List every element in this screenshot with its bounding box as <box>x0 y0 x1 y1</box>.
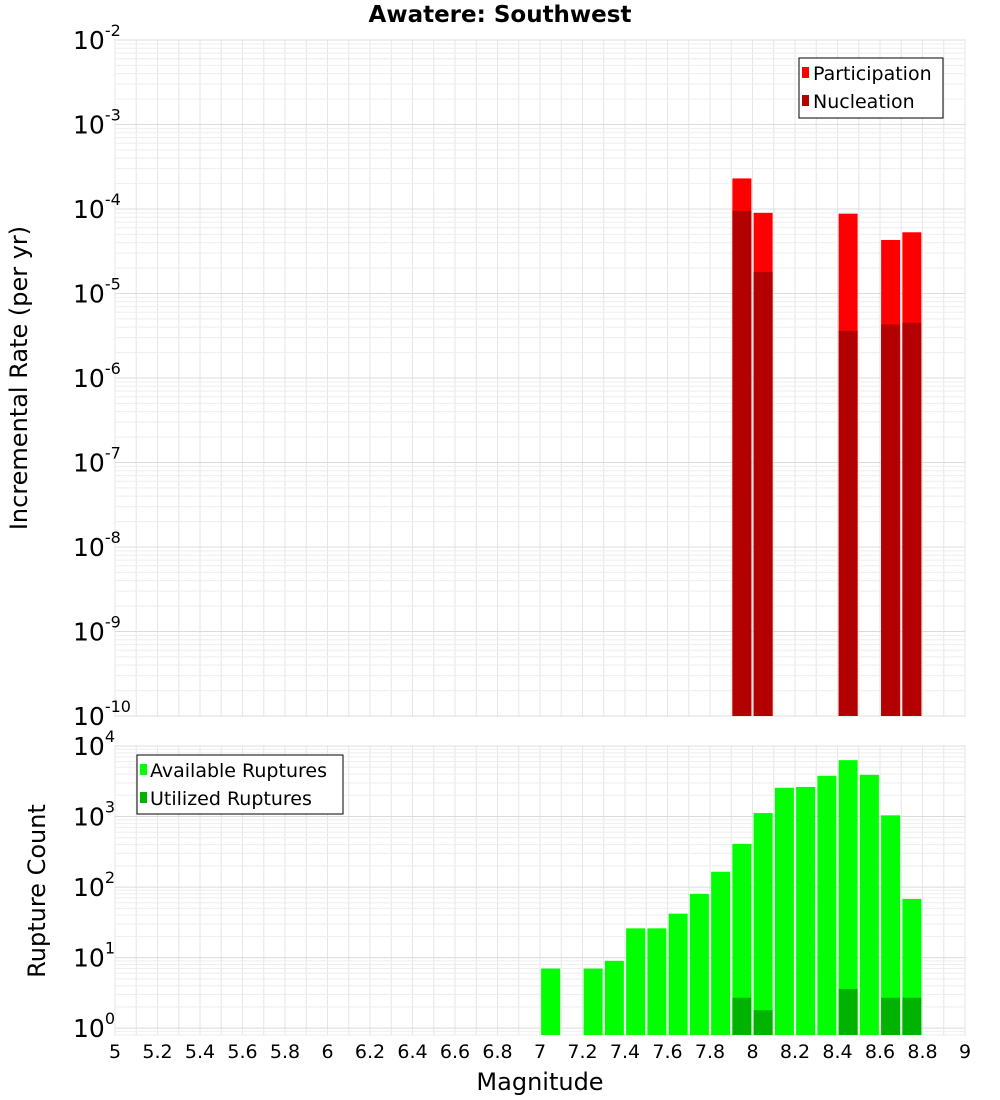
utilized-ruptures-legend-label: Utilized Ruptures <box>150 788 312 810</box>
rate-y-axis-label: Incremental Rate (per yr) <box>5 226 33 530</box>
count-y-ticks: 100 101 102 103 104 <box>73 727 115 1043</box>
count-available-ruptures-bar <box>689 893 709 1035</box>
nucleation-legend-label: Nucleation <box>813 91 915 113</box>
count-available-ruptures-bar <box>753 813 773 1035</box>
count-y-tick-label: 103 <box>73 798 115 832</box>
x-tick-label: 8 <box>746 1041 758 1063</box>
x-tick-label: 5.6 <box>227 1041 257 1063</box>
rate-legend: Participation Nucleation <box>798 57 944 119</box>
x-tick-label: 8.8 <box>907 1041 937 1063</box>
rate-y-tick-label: 10-9 <box>73 613 121 647</box>
rate-y-tick-label: 10-7 <box>73 444 121 478</box>
count-available-ruptures-bar <box>583 968 603 1035</box>
count-available-ruptures-bar <box>817 775 837 1035</box>
x-tick-label: 5.4 <box>185 1041 215 1063</box>
count-y-tick-label: 101 <box>73 939 115 973</box>
count-available-ruptures-bar <box>838 760 858 1035</box>
rate-y-tick-label: 10-2 <box>73 21 121 55</box>
count-utilized-ruptures-bar <box>732 997 752 1035</box>
count-utilized-ruptures-bar <box>838 988 858 1035</box>
x-tick-label: 9 <box>959 1041 971 1063</box>
x-tick-label: 6 <box>321 1041 333 1063</box>
available-ruptures-legend-label: Available Ruptures <box>150 760 327 782</box>
x-tick-label: 8.2 <box>780 1041 810 1063</box>
rate-y-tick-label: 10-10 <box>73 697 131 731</box>
count-available-ruptures-bar <box>774 787 794 1035</box>
x-tick-label: 7.2 <box>567 1041 597 1063</box>
rate-nucleation-bar <box>838 330 858 716</box>
x-tick-label: 7.4 <box>610 1041 640 1063</box>
count-available-ruptures-bar <box>541 968 561 1035</box>
count-available-ruptures-bar <box>626 928 646 1035</box>
count-utilized-ruptures-bar <box>902 997 922 1035</box>
nucleation-legend-swatch <box>802 95 809 106</box>
count-y-axis-label: Rupture Count <box>23 804 51 978</box>
count-available-ruptures-bar <box>796 786 816 1035</box>
available-ruptures-legend-swatch <box>140 764 147 775</box>
x-tick-label: 5.8 <box>270 1041 300 1063</box>
count-utilized-ruptures-bar <box>881 997 901 1035</box>
count-legend-box <box>136 754 344 815</box>
count-grid <box>114 745 966 1036</box>
x-tick-label: 7.6 <box>652 1041 682 1063</box>
rate-y-tick-label: 10-4 <box>73 190 121 224</box>
count-y-tick-label: 102 <box>73 868 115 902</box>
x-tick-label: 7 <box>534 1041 546 1063</box>
x-tick-label: 6.6 <box>440 1041 470 1063</box>
rate-legend-box <box>798 57 944 119</box>
x-tick-label: 7.8 <box>695 1041 725 1063</box>
rate-y-tick-label: 10-6 <box>73 359 121 393</box>
count-available-ruptures-bar <box>668 913 688 1035</box>
count-bars <box>541 760 922 1035</box>
count-available-ruptures-bar <box>604 960 624 1035</box>
rate-y-tick-label: 10-8 <box>73 528 121 562</box>
count-available-ruptures-bar <box>711 871 731 1035</box>
rate-y-tick-label: 10-5 <box>73 275 121 309</box>
rate-nucleation-bar <box>881 324 901 716</box>
x-tick-label: 5.2 <box>142 1041 172 1063</box>
x-tick-label: 6.8 <box>482 1041 512 1063</box>
x-tick-label: 6.4 <box>397 1041 427 1063</box>
count-y-tick-label: 104 <box>73 727 115 761</box>
utilized-ruptures-legend-swatch <box>140 792 147 803</box>
rate-y-tick-label: 10-3 <box>73 106 121 140</box>
magnitude-x-ticks: 5 5.2 5.4 5.6 5.8 6 6.2 6.4 6.6 6.8 7 7.2 7.4 7.6 7.8 8… <box>109 1041 971 1063</box>
count-available-ruptures-bar <box>859 774 879 1035</box>
count-utilized-ruptures-bar <box>753 1010 773 1035</box>
chart-title: Awatere: Southwest <box>369 2 632 28</box>
rate-nucleation-bar <box>902 322 922 716</box>
count-y-tick-label: 100 <box>73 1009 115 1043</box>
participation-legend-label: Participation <box>813 63 932 85</box>
count-available-ruptures-bar <box>647 928 667 1035</box>
count-available-ruptures-bar <box>881 815 901 1035</box>
x-tick-label: 5 <box>109 1041 121 1063</box>
x-tick-label: 8.4 <box>822 1041 852 1063</box>
rate-nucleation-bar <box>753 271 773 716</box>
rate-bars <box>732 178 922 717</box>
rate-nucleation-bar <box>732 210 752 716</box>
rate-y-ticks: 10-10 10-9 10-8 10-7 10-6 10-5 10-4 10-3 10-2 <box>73 21 131 731</box>
count-legend: Available Ruptures Utilized Ruptures <box>136 754 344 815</box>
rate-grid <box>114 39 966 717</box>
x-tick-label: 8.6 <box>865 1041 895 1063</box>
count-available-ruptures-bar <box>732 843 752 1035</box>
count-panel: 100 101 102 103 104 5 5.2 5.4 5.6 5.8 6 6.2 6.4 6.6 6… <box>23 727 971 1096</box>
x-axis-label: Magnitude <box>476 1068 603 1096</box>
participation-legend-swatch <box>802 67 809 78</box>
rate-panel: 10-10 10-9 10-8 10-7 10-6 10-5 10-4 10-3 10-2 In… <box>5 21 966 731</box>
x-tick-label: 6.2 <box>355 1041 385 1063</box>
